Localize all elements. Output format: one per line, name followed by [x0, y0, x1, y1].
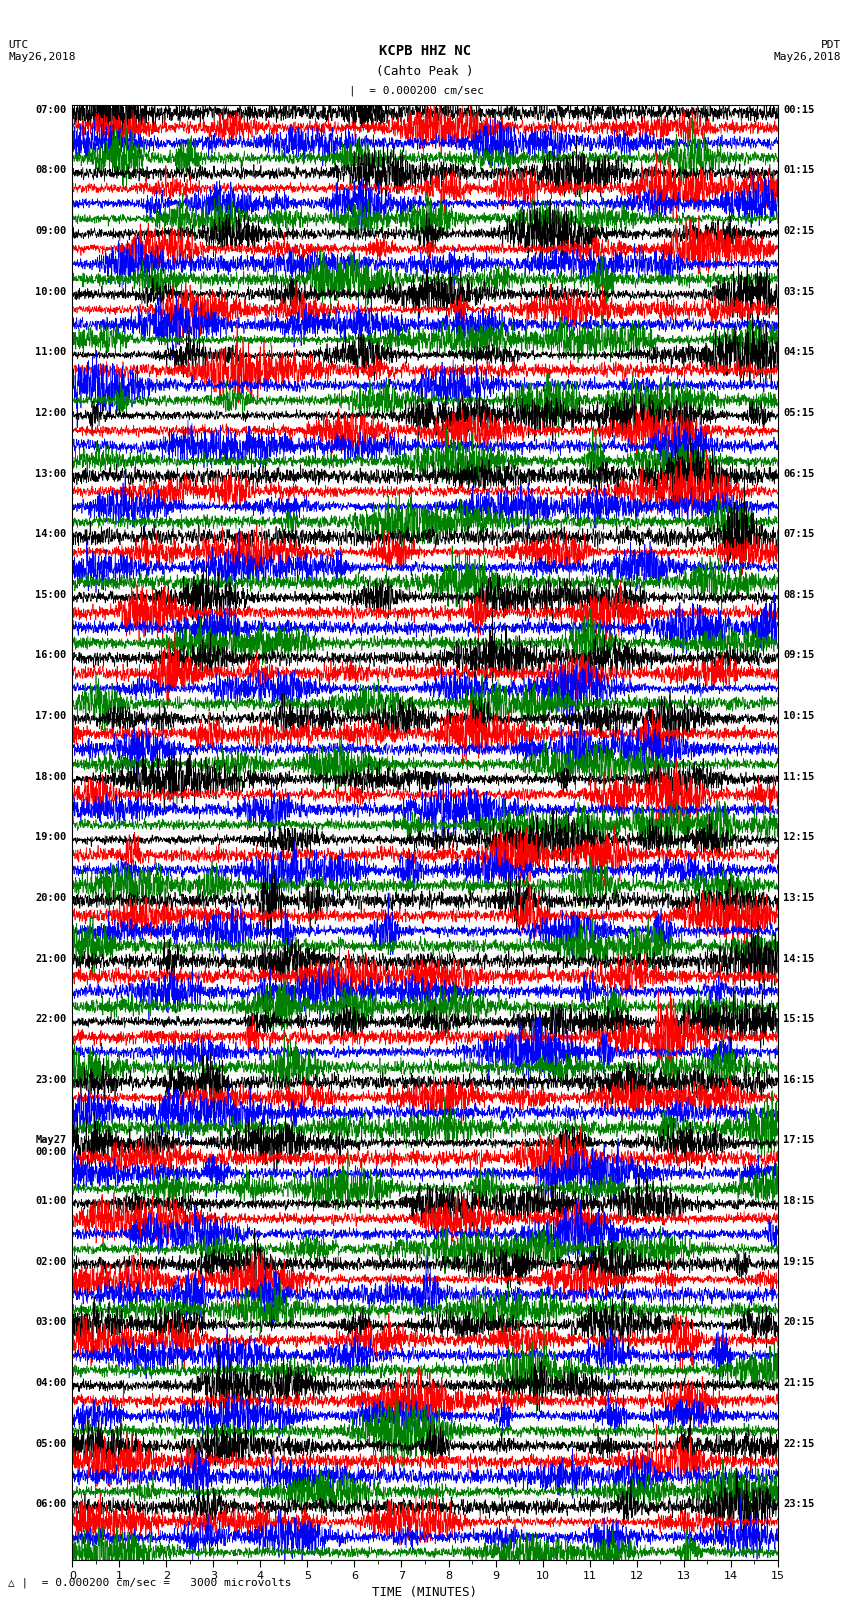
- Text: 04:15: 04:15: [784, 347, 814, 358]
- Text: 17:00: 17:00: [36, 711, 66, 721]
- Text: 02:00: 02:00: [36, 1257, 66, 1266]
- Text: 20:00: 20:00: [36, 894, 66, 903]
- Text: 15:00: 15:00: [36, 590, 66, 600]
- Text: 21:00: 21:00: [36, 953, 66, 963]
- Text: 23:15: 23:15: [784, 1498, 814, 1510]
- Text: 10:15: 10:15: [784, 711, 814, 721]
- Text: 19:15: 19:15: [784, 1257, 814, 1266]
- Text: 12:15: 12:15: [784, 832, 814, 842]
- Text: 10:00: 10:00: [36, 287, 66, 297]
- Text: |  = 0.000200 cm/sec: | = 0.000200 cm/sec: [349, 85, 484, 97]
- Text: 22:15: 22:15: [784, 1439, 814, 1448]
- Text: 12:00: 12:00: [36, 408, 66, 418]
- Text: 14:15: 14:15: [784, 953, 814, 963]
- Text: 22:00: 22:00: [36, 1015, 66, 1024]
- Text: 04:00: 04:00: [36, 1378, 66, 1387]
- Text: 20:15: 20:15: [784, 1318, 814, 1327]
- Text: 05:00: 05:00: [36, 1439, 66, 1448]
- Text: 09:00: 09:00: [36, 226, 66, 235]
- Text: 08:15: 08:15: [784, 590, 814, 600]
- Text: 08:00: 08:00: [36, 166, 66, 176]
- Text: 07:00: 07:00: [36, 105, 66, 115]
- Text: 19:00: 19:00: [36, 832, 66, 842]
- Text: 06:15: 06:15: [784, 468, 814, 479]
- Text: 06:00: 06:00: [36, 1498, 66, 1510]
- Text: △ |  = 0.000200 cm/sec =   3000 microvolts: △ | = 0.000200 cm/sec = 3000 microvolts: [8, 1578, 292, 1589]
- Text: 23:00: 23:00: [36, 1074, 66, 1086]
- Text: 03:00: 03:00: [36, 1318, 66, 1327]
- X-axis label: TIME (MINUTES): TIME (MINUTES): [372, 1587, 478, 1600]
- Text: 02:15: 02:15: [784, 226, 814, 235]
- Text: 11:15: 11:15: [784, 771, 814, 782]
- Text: 18:15: 18:15: [784, 1197, 814, 1207]
- Text: KCPB HHZ NC: KCPB HHZ NC: [379, 44, 471, 58]
- Text: 13:00: 13:00: [36, 468, 66, 479]
- Text: UTC
May26,2018: UTC May26,2018: [8, 40, 76, 61]
- Text: 05:15: 05:15: [784, 408, 814, 418]
- Text: 16:00: 16:00: [36, 650, 66, 660]
- Text: 13:15: 13:15: [784, 894, 814, 903]
- Text: 18:00: 18:00: [36, 771, 66, 782]
- Text: 00:15: 00:15: [784, 105, 814, 115]
- Text: 01:00: 01:00: [36, 1197, 66, 1207]
- Text: 15:15: 15:15: [784, 1015, 814, 1024]
- Text: 17:15: 17:15: [784, 1136, 814, 1145]
- Text: 14:00: 14:00: [36, 529, 66, 539]
- Text: (Cahto Peak ): (Cahto Peak ): [377, 65, 473, 77]
- Text: PDT
May26,2018: PDT May26,2018: [774, 40, 842, 61]
- Text: 21:15: 21:15: [784, 1378, 814, 1387]
- Text: 07:15: 07:15: [784, 529, 814, 539]
- Text: 09:15: 09:15: [784, 650, 814, 660]
- Text: 11:00: 11:00: [36, 347, 66, 358]
- Text: May27
00:00: May27 00:00: [36, 1136, 66, 1157]
- Text: 16:15: 16:15: [784, 1074, 814, 1086]
- Text: 01:15: 01:15: [784, 166, 814, 176]
- Text: 03:15: 03:15: [784, 287, 814, 297]
